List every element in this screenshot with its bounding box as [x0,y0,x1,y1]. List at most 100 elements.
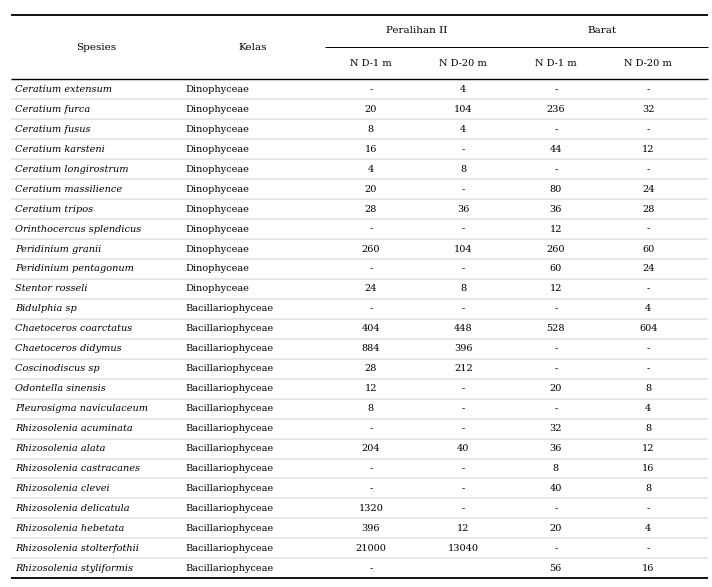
Text: 396: 396 [362,524,380,533]
Text: 604: 604 [639,325,657,333]
Text: -: - [461,484,465,493]
Text: Ceratium tripos: Ceratium tripos [15,205,93,214]
Text: -: - [461,464,465,473]
Text: 36: 36 [550,205,562,214]
Text: Spesies: Spesies [76,43,116,52]
Text: -: - [461,424,465,433]
Text: 40: 40 [550,484,562,493]
Text: 20: 20 [550,524,562,533]
Text: Rhizosolenia stolterfothii: Rhizosolenia stolterfothii [15,544,139,553]
Text: -: - [646,285,650,294]
Text: -: - [461,185,465,194]
Text: -: - [554,305,557,313]
Text: -: - [461,305,465,313]
Text: 8: 8 [645,384,651,393]
Text: Ceratium longirostrum: Ceratium longirostrum [15,165,128,174]
Text: -: - [461,404,465,413]
Text: Dinophyceae: Dinophyceae [185,105,249,114]
Text: 8: 8 [460,165,466,174]
Text: 404: 404 [362,325,380,333]
Text: 8: 8 [645,424,651,433]
Text: N D-1 m: N D-1 m [350,59,392,68]
Text: 528: 528 [547,325,565,333]
Text: 28: 28 [365,205,377,214]
Text: -: - [646,165,650,174]
Text: Dinophyceae: Dinophyceae [185,205,249,214]
Text: 32: 32 [550,424,562,433]
Text: 80: 80 [550,185,562,194]
Text: Bacillariophyceae: Bacillariophyceae [185,345,273,353]
Text: 104: 104 [454,105,473,114]
Text: Stentor rosseli: Stentor rosseli [15,285,88,294]
Text: Ceratium extensum: Ceratium extensum [15,85,112,94]
Text: Dinophyceae: Dinophyceae [185,285,249,294]
Text: Rhizosolenia castracanes: Rhizosolenia castracanes [15,464,140,473]
Text: -: - [461,265,465,274]
Text: 28: 28 [642,205,654,214]
Text: 8: 8 [645,484,651,493]
Text: -: - [370,564,372,573]
Text: N D-20 m: N D-20 m [439,59,487,68]
Text: Bacillariophyceae: Bacillariophyceae [185,444,273,453]
Text: 32: 32 [642,105,654,114]
Text: Peralihan II: Peralihan II [387,26,448,35]
Text: 396: 396 [454,345,473,353]
Text: 8: 8 [553,464,559,473]
Text: Bacillariophyceae: Bacillariophyceae [185,484,273,493]
Text: 56: 56 [550,564,562,573]
Text: 4: 4 [645,524,651,533]
Text: -: - [370,424,372,433]
Text: Bacillariophyceae: Bacillariophyceae [185,464,273,473]
Text: Bacillariophyceae: Bacillariophyceae [185,325,273,333]
Text: 20: 20 [365,105,377,114]
Text: Odontella sinensis: Odontella sinensis [15,384,105,393]
Text: Bacillariophyceae: Bacillariophyceae [185,384,273,393]
Text: 12: 12 [642,145,654,154]
Text: 204: 204 [362,444,380,453]
Text: 24: 24 [642,265,654,274]
Text: 8: 8 [368,125,374,134]
Text: 260: 260 [547,245,565,254]
Text: Dinophyceae: Dinophyceae [185,245,249,254]
Text: 60: 60 [550,265,562,274]
Text: Rhizosolenia hebetata: Rhizosolenia hebetata [15,524,125,533]
Text: 36: 36 [457,205,469,214]
Text: Dinophyceae: Dinophyceae [185,185,249,194]
Text: 60: 60 [642,245,654,254]
Text: Ceratium furca: Ceratium furca [15,105,90,114]
Text: -: - [646,345,650,353]
Text: 21000: 21000 [355,544,387,553]
Text: Chaetoceros didymus: Chaetoceros didymus [15,345,122,353]
Text: -: - [370,464,372,473]
Text: Peridinium pentagonum: Peridinium pentagonum [15,265,134,274]
Text: -: - [370,225,372,234]
Text: 44: 44 [550,145,562,154]
Text: Dinophyceae: Dinophyceae [185,225,249,234]
Text: 16: 16 [365,145,377,154]
Text: -: - [554,125,557,134]
Text: 236: 236 [547,105,565,114]
Text: -: - [461,145,465,154]
Text: Dinophyceae: Dinophyceae [185,145,249,154]
Text: 13040: 13040 [448,544,479,553]
Text: Bacillariophyceae: Bacillariophyceae [185,564,273,573]
Text: 12: 12 [550,225,562,234]
Text: 1320: 1320 [358,504,383,513]
Text: -: - [554,85,557,94]
Text: 8: 8 [460,285,466,294]
Text: Bacillariophyceae: Bacillariophyceae [185,544,273,553]
Text: -: - [646,504,650,513]
Text: 104: 104 [454,245,473,254]
Text: 884: 884 [362,345,380,353]
Text: 260: 260 [362,245,380,254]
Text: -: - [646,225,650,234]
Text: Kelas: Kelas [239,43,268,52]
Text: -: - [646,544,650,553]
Text: -: - [554,365,557,373]
Text: 448: 448 [454,325,473,333]
Text: Bacillariophyceae: Bacillariophyceae [185,404,273,413]
Text: -: - [646,85,650,94]
Text: -: - [461,504,465,513]
Text: Coscinodiscus sp: Coscinodiscus sp [15,365,100,373]
Text: Bacillariophyceae: Bacillariophyceae [185,524,273,533]
